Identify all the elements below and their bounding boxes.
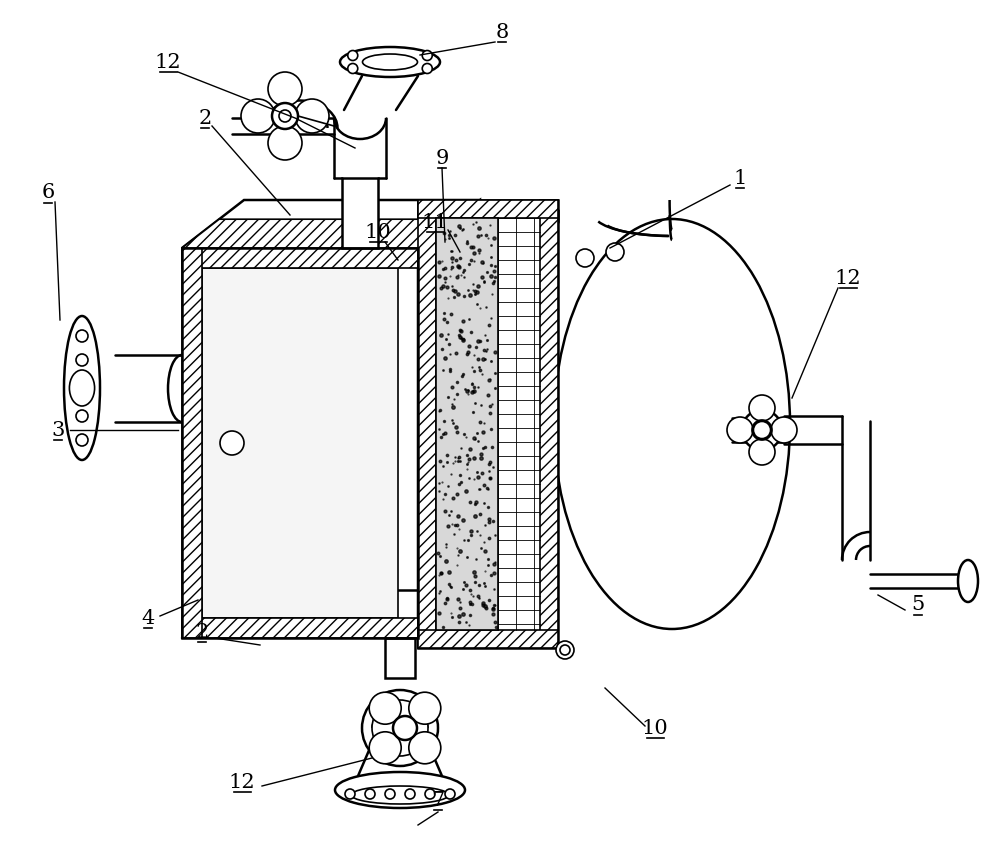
Polygon shape: [182, 248, 202, 638]
Ellipse shape: [69, 370, 95, 406]
Circle shape: [345, 789, 355, 799]
Text: 10: 10: [642, 719, 668, 738]
Circle shape: [422, 50, 432, 60]
Circle shape: [369, 732, 401, 764]
Circle shape: [372, 700, 428, 756]
Polygon shape: [418, 200, 558, 218]
Polygon shape: [418, 200, 480, 638]
Circle shape: [279, 110, 291, 122]
Circle shape: [76, 410, 88, 422]
Circle shape: [556, 641, 574, 659]
Circle shape: [749, 395, 775, 421]
Circle shape: [409, 692, 441, 724]
Polygon shape: [418, 200, 558, 648]
Circle shape: [76, 434, 88, 446]
Text: 9: 9: [435, 149, 449, 168]
Circle shape: [752, 420, 772, 440]
Bar: [342, 178, 378, 248]
Text: 12: 12: [155, 53, 181, 72]
Circle shape: [560, 645, 570, 655]
Circle shape: [445, 789, 455, 799]
Bar: [202, 268, 398, 618]
Circle shape: [405, 789, 415, 799]
Circle shape: [727, 417, 753, 443]
Polygon shape: [182, 200, 480, 248]
Text: 3: 3: [51, 421, 65, 440]
Ellipse shape: [554, 219, 790, 629]
Circle shape: [771, 417, 797, 443]
Text: 10: 10: [365, 223, 391, 242]
Text: 1: 1: [733, 168, 747, 187]
Polygon shape: [418, 630, 558, 648]
Text: 7: 7: [431, 791, 445, 810]
Circle shape: [76, 330, 88, 342]
Text: 4: 4: [141, 608, 155, 627]
Circle shape: [369, 692, 401, 724]
Circle shape: [272, 103, 298, 129]
Circle shape: [753, 421, 771, 439]
Circle shape: [348, 63, 358, 73]
Ellipse shape: [362, 54, 418, 70]
Ellipse shape: [64, 316, 100, 460]
Polygon shape: [540, 200, 558, 648]
Polygon shape: [182, 248, 418, 268]
Ellipse shape: [958, 560, 978, 602]
Circle shape: [576, 249, 594, 267]
Polygon shape: [418, 200, 436, 648]
Circle shape: [385, 789, 395, 799]
Text: 2: 2: [198, 109, 212, 128]
Circle shape: [268, 126, 302, 160]
Text: 8: 8: [495, 22, 509, 41]
Ellipse shape: [335, 772, 465, 808]
Text: 12: 12: [229, 772, 255, 791]
Polygon shape: [182, 219, 455, 248]
Circle shape: [362, 690, 438, 766]
Circle shape: [268, 72, 302, 106]
Ellipse shape: [340, 47, 440, 77]
Text: 2: 2: [195, 622, 209, 641]
Text: 12: 12: [835, 269, 861, 288]
Circle shape: [606, 243, 624, 261]
Polygon shape: [244, 200, 480, 590]
Circle shape: [425, 789, 435, 799]
Circle shape: [76, 354, 88, 366]
Circle shape: [393, 716, 417, 740]
Circle shape: [365, 789, 375, 799]
Circle shape: [749, 439, 775, 465]
Circle shape: [742, 410, 782, 450]
Circle shape: [295, 99, 329, 133]
Ellipse shape: [351, 786, 449, 804]
Circle shape: [422, 63, 432, 73]
Circle shape: [409, 732, 441, 764]
Text: 11: 11: [422, 213, 448, 232]
Bar: [436, 218, 498, 630]
Circle shape: [348, 50, 358, 60]
Text: 5: 5: [911, 595, 925, 614]
Circle shape: [220, 431, 244, 455]
Bar: [385, 638, 415, 678]
Text: 6: 6: [41, 183, 55, 202]
Polygon shape: [182, 618, 418, 638]
Circle shape: [241, 99, 275, 133]
